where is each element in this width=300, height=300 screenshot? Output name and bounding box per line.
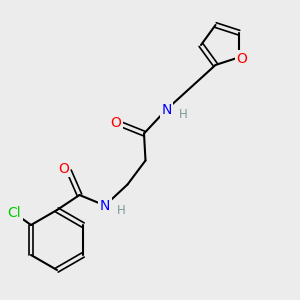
Text: Cl: Cl <box>8 206 21 220</box>
Text: O: O <box>237 52 248 66</box>
Text: O: O <box>58 162 69 176</box>
Text: H: H <box>178 108 188 122</box>
Text: O: O <box>111 116 122 130</box>
Text: N: N <box>100 199 110 212</box>
Text: H: H <box>117 204 126 218</box>
Text: N: N <box>161 103 172 116</box>
